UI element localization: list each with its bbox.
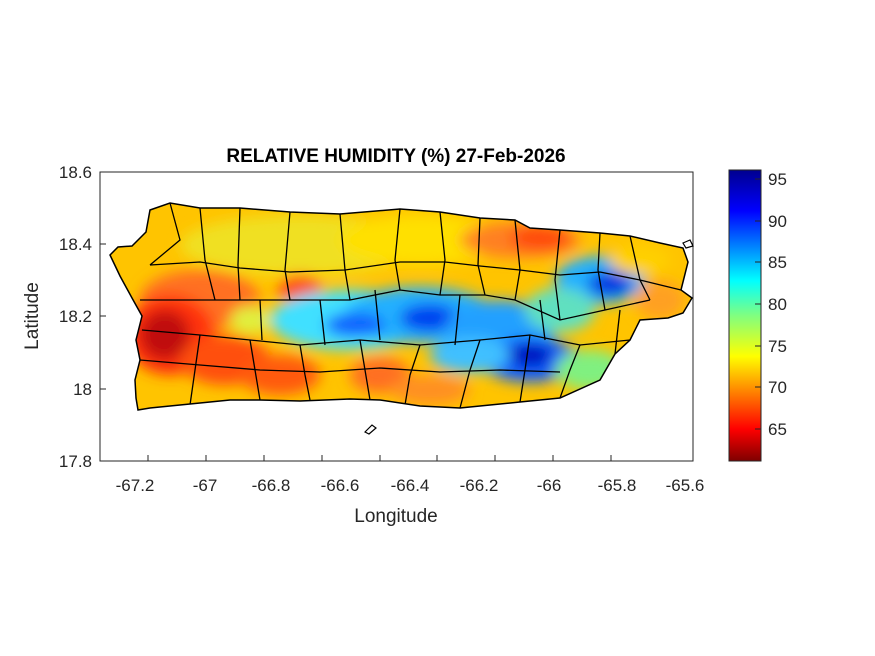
x-tick-label: -66.4 [391, 476, 430, 495]
y-axis-label: Latitude [22, 282, 43, 350]
colorbar-tick-label: 80 [768, 295, 787, 314]
islet [363, 424, 377, 435]
y-tick-label: 18.4 [59, 235, 92, 254]
chart-title: RELATIVE HUMIDITY (%) 27-Feb-2026 [226, 146, 565, 167]
y-tick-labels: 18.6 18.4 18.2 18 17.8 [59, 163, 92, 471]
y-tick-label: 18 [73, 380, 92, 399]
municipality-boundaries [139, 203, 682, 409]
y-tick-label: 18.6 [59, 163, 92, 182]
x-tick-label: -67.2 [116, 476, 155, 495]
axis-tick-marks [100, 171, 612, 461]
y-tick-label: 17.8 [59, 452, 92, 471]
colorbar-tick-label: 70 [768, 378, 787, 397]
colorbar-tick-label: 75 [768, 337, 787, 356]
x-tick-label: -66 [537, 476, 562, 495]
x-tick-label: -66.6 [321, 476, 360, 495]
x-axis-label: Longitude [354, 506, 437, 527]
colorbar-gradient [728, 169, 762, 462]
x-tick-label: -66.2 [460, 476, 499, 495]
colorbar-tick-label: 65 [768, 420, 787, 439]
humidity-field [110, 203, 692, 410]
x-tick-label: -66.8 [252, 476, 291, 495]
x-tick-label: -65.8 [598, 476, 637, 495]
y-tick-label: 18.2 [59, 307, 92, 326]
x-tick-labels: -67.2 -67 -66.8 -66.6 -66.4 -66.2 -66 -6… [116, 476, 705, 495]
colorbar: 95 90 85 80 75 70 65 [728, 169, 787, 462]
colorbar-tick-label: 85 [768, 253, 787, 272]
colorbar-tick-label: 95 [768, 170, 787, 189]
x-tick-label: -67 [193, 476, 218, 495]
x-tick-label: -65.6 [666, 476, 705, 495]
colorbar-tick-label: 90 [768, 212, 787, 231]
islet [682, 239, 694, 249]
